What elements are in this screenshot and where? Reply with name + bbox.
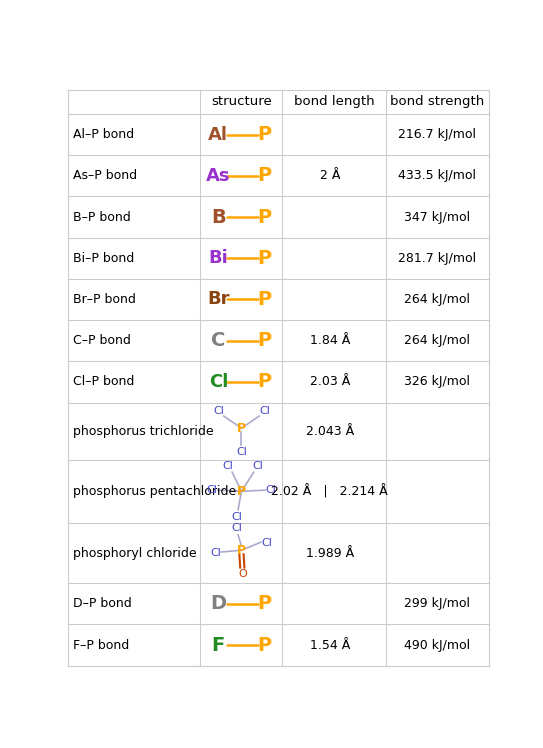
Text: Cl: Cl [253,461,264,471]
Text: phosphorus trichloride: phosphorus trichloride [73,425,213,438]
Text: 2 Å: 2 Å [320,169,340,183]
Text: F–P bond: F–P bond [73,639,129,652]
Text: Cl: Cl [206,485,217,495]
Text: 347 kJ/mol: 347 kJ/mol [404,210,470,224]
Text: P: P [257,290,272,309]
Text: Cl: Cl [210,548,221,558]
Text: P: P [237,485,246,498]
Text: P: P [257,207,272,227]
Text: 264 kJ/mol: 264 kJ/mol [404,334,470,347]
Text: D–P bond: D–P bond [73,598,131,610]
Text: P: P [237,422,246,435]
Text: P: P [257,595,272,613]
Text: Bi: Bi [209,249,228,267]
Text: P: P [237,544,246,557]
Text: Cl: Cl [236,447,247,457]
Text: Cl: Cl [222,461,233,471]
Text: 1.54 Å: 1.54 Å [310,639,350,652]
Text: Cl: Cl [261,539,272,548]
Text: 264 kJ/mol: 264 kJ/mol [404,293,470,306]
Text: 326 kJ/mol: 326 kJ/mol [404,375,470,388]
Text: bond length: bond length [294,95,374,108]
Text: 1.84 Å: 1.84 Å [310,334,350,347]
Text: phosphorus pentachloride: phosphorus pentachloride [73,485,236,498]
Text: 490 kJ/mol: 490 kJ/mol [404,639,470,652]
Text: 216.7 kJ/mol: 216.7 kJ/mol [398,128,476,141]
Text: bond strength: bond strength [390,95,484,108]
Text: P: P [257,125,272,144]
Text: Al: Al [209,126,228,144]
Text: Cl: Cl [213,406,224,416]
Text: 281.7 kJ/mol: 281.7 kJ/mol [398,252,476,265]
Text: P: P [257,636,272,654]
Text: Bi–P bond: Bi–P bond [73,252,134,265]
Text: Cl: Cl [209,373,228,391]
Text: 2.03 Å: 2.03 Å [310,375,350,388]
Text: P: P [257,373,272,391]
Text: 1.989 Å: 1.989 Å [306,547,354,560]
Text: 2.043 Å: 2.043 Å [306,425,354,438]
Text: Al–P bond: Al–P bond [73,128,134,141]
Text: C: C [211,331,225,350]
Text: P: P [257,331,272,350]
Text: As–P bond: As–P bond [73,169,137,183]
Text: 2.02 Å   |   2.214 Å: 2.02 Å | 2.214 Å [272,484,388,499]
Text: structure: structure [211,95,272,108]
Text: F: F [212,636,225,654]
Text: C–P bond: C–P bond [73,334,131,347]
Text: 299 kJ/mol: 299 kJ/mol [404,598,470,610]
Text: O: O [238,569,247,580]
Text: Br–P bond: Br–P bond [73,293,136,306]
Text: Br: Br [207,290,230,308]
Text: phosphoryl chloride: phosphoryl chloride [73,547,197,560]
Text: Cl: Cl [266,485,276,495]
Text: As: As [206,167,231,185]
Text: Cl: Cl [259,406,270,416]
Text: B: B [211,207,226,227]
Text: Cl–P bond: Cl–P bond [73,375,134,388]
Text: 433.5 kJ/mol: 433.5 kJ/mol [398,169,476,183]
Text: P: P [257,249,272,268]
Text: D: D [210,595,226,613]
Text: Cl: Cl [232,524,243,533]
Text: B–P bond: B–P bond [73,210,131,224]
Text: P: P [257,166,272,186]
Text: Cl: Cl [232,512,243,521]
